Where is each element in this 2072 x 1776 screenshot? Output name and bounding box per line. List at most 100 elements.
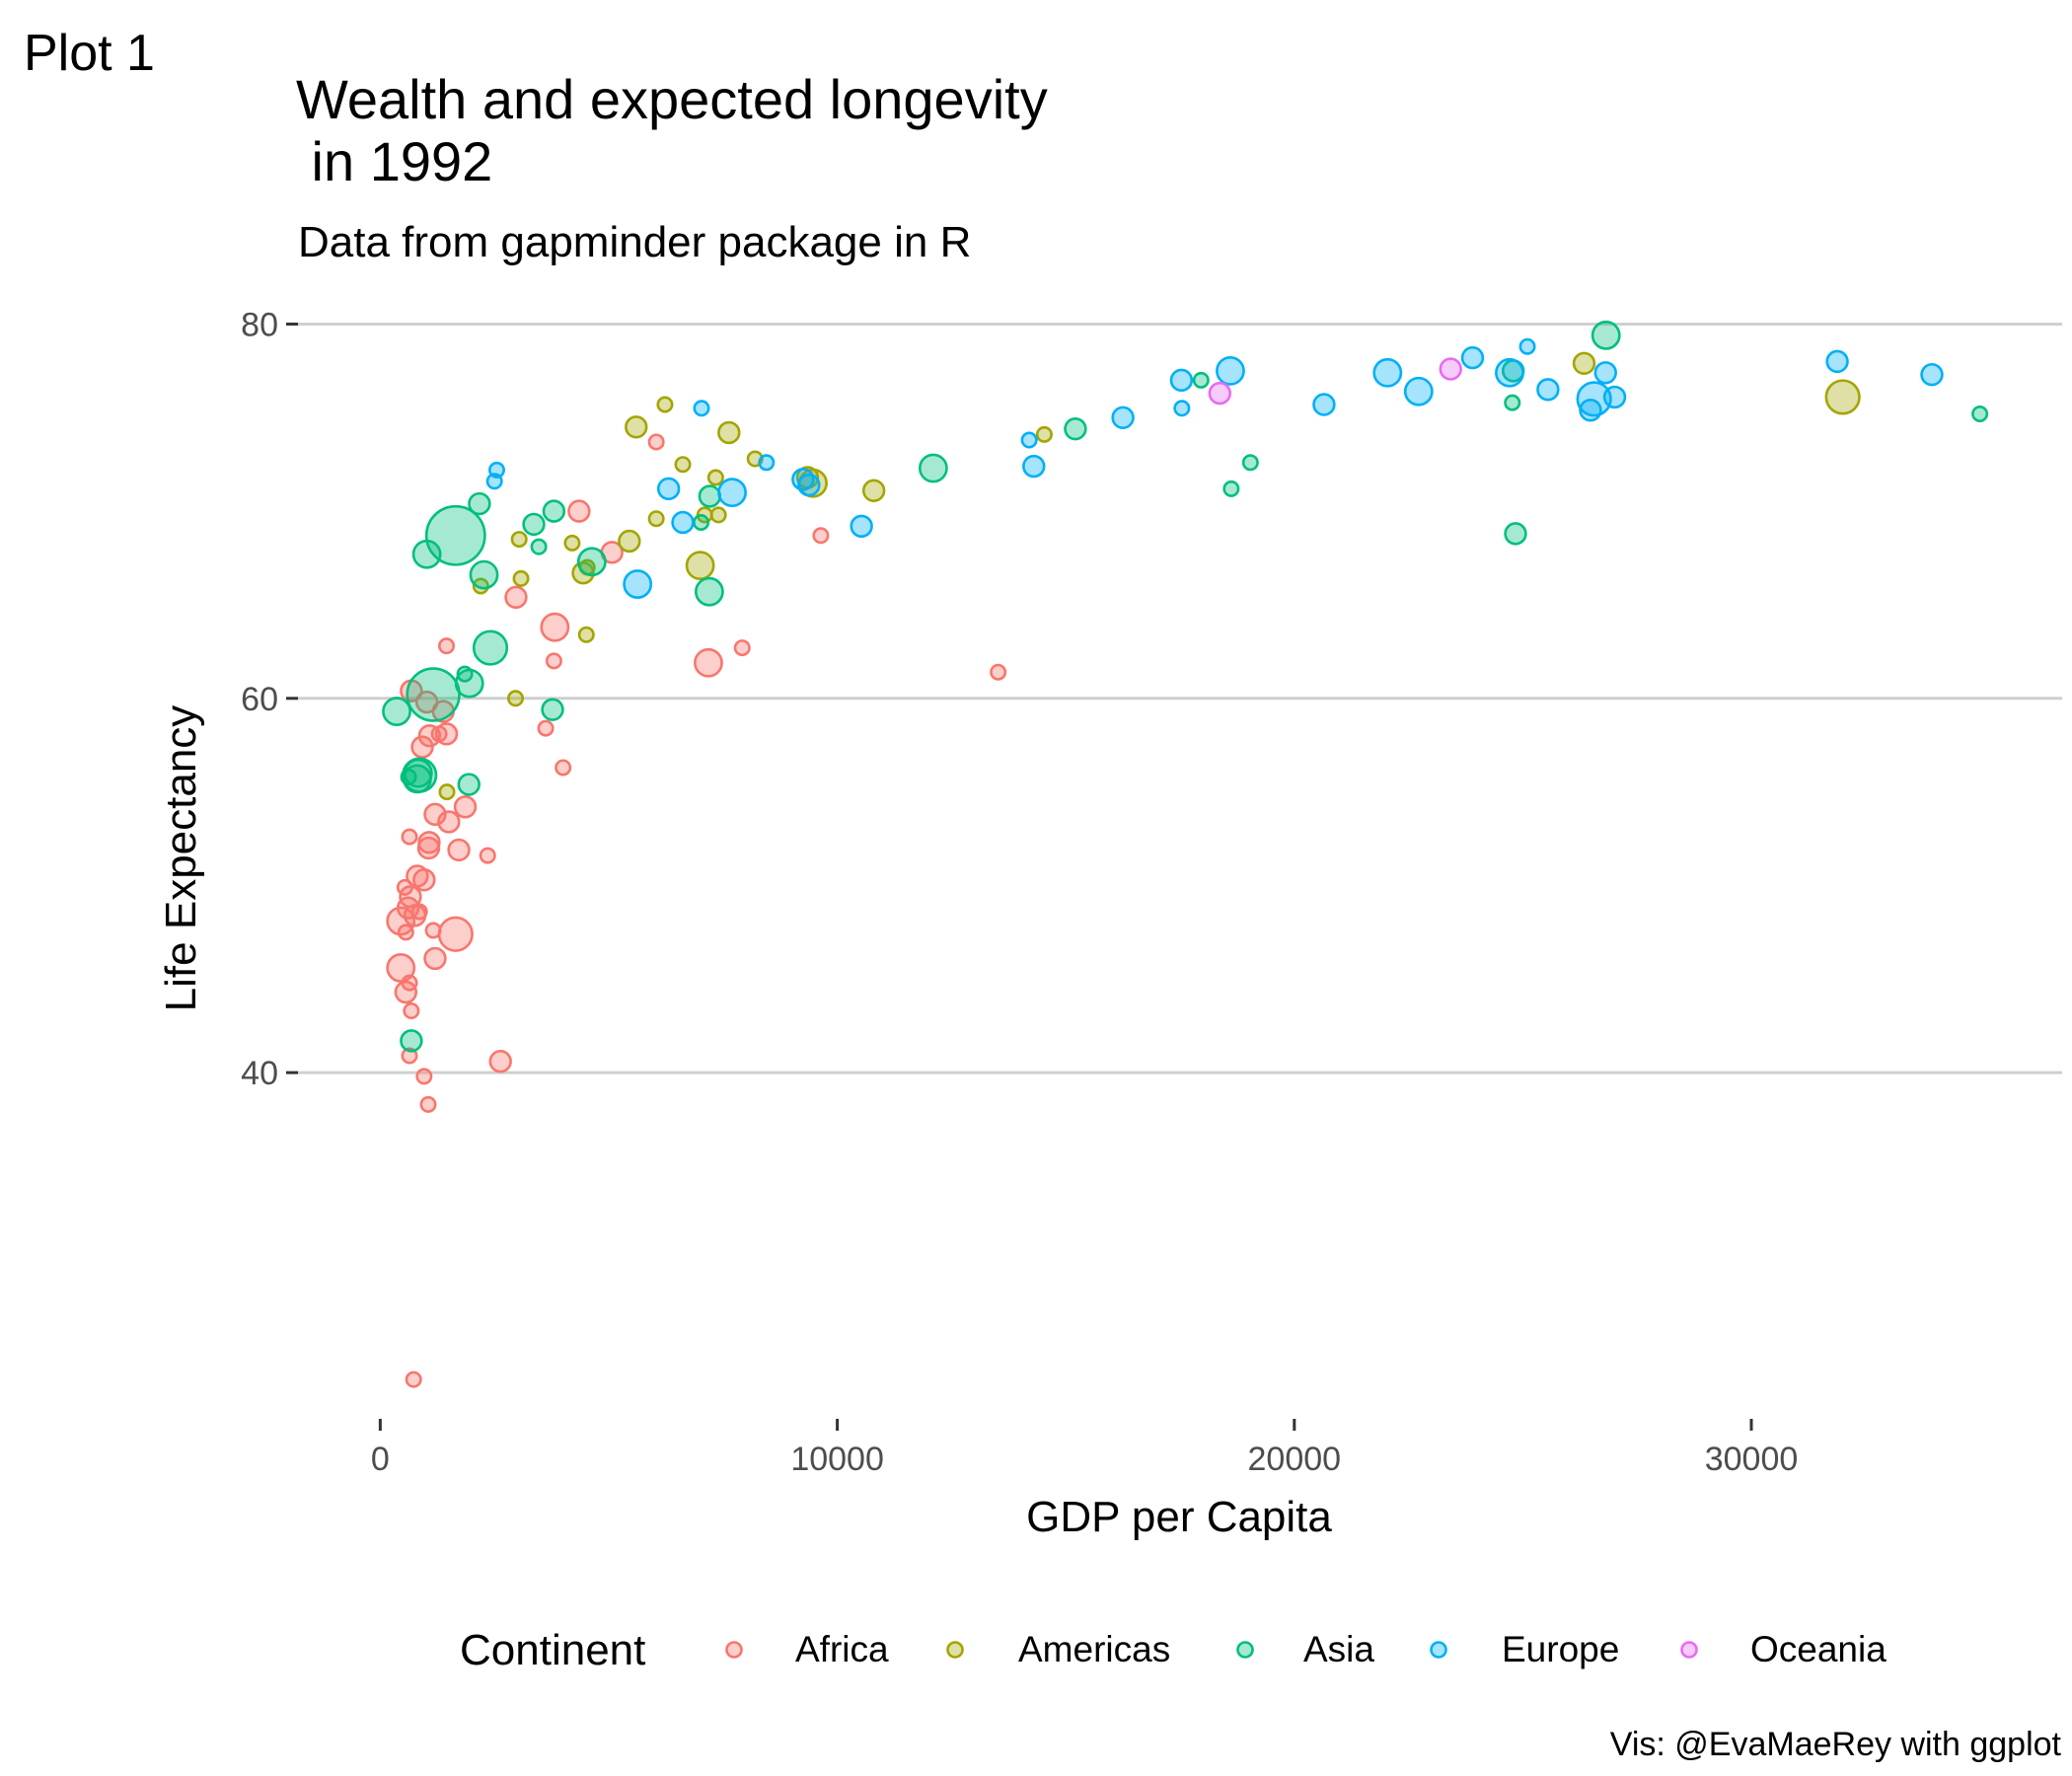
series-asia [382, 320, 1989, 1053]
caption: Vis: @EvaMaeRey with ggplot [1610, 1726, 2062, 1763]
data-point [424, 922, 442, 939]
data-point [706, 469, 724, 486]
data-point [400, 1029, 423, 1053]
data-point [861, 479, 886, 502]
legend-key-asia [1236, 1641, 1254, 1659]
data-point [1971, 405, 1989, 422]
data-point [522, 512, 546, 537]
data-point [401, 1047, 418, 1065]
data-point [990, 663, 1007, 681]
data-point [423, 946, 447, 971]
data-point [709, 506, 727, 524]
data-point [541, 698, 564, 721]
grid-lines [298, 322, 2062, 1074]
data-point [674, 456, 692, 474]
data-point [717, 478, 747, 508]
data-point [1208, 381, 1231, 406]
data-point [447, 838, 471, 862]
data-point [1241, 454, 1259, 472]
data-point [512, 569, 530, 587]
x-tick-label: 30000 [1705, 1441, 1799, 1478]
data-point [430, 725, 448, 743]
data-point [487, 461, 505, 479]
chart-title-line-1: Wealth and expected longevity [296, 68, 1048, 130]
data-point [386, 906, 416, 936]
data-point [567, 499, 591, 523]
data-point [386, 953, 416, 983]
data-point [403, 758, 433, 788]
data-point [1312, 393, 1336, 416]
data-point [1222, 480, 1240, 497]
data-point [437, 810, 461, 834]
data-point [850, 514, 873, 538]
legend-label-europe: Europe [1502, 1629, 1619, 1669]
legend-label-africa: Africa [795, 1629, 889, 1669]
data-point [545, 652, 562, 670]
data-point [1920, 362, 1944, 387]
data-points [382, 320, 1989, 1388]
series-africa [386, 433, 1007, 1388]
data-point [1518, 337, 1536, 355]
data-point [1216, 355, 1245, 386]
data-point [488, 1050, 512, 1073]
data-point [1064, 416, 1087, 441]
data-point [456, 665, 474, 683]
data-point [685, 551, 715, 581]
data-point [537, 719, 555, 737]
data-point [1035, 425, 1053, 443]
data-point [410, 735, 434, 759]
data-point [540, 612, 570, 642]
data-point [405, 1370, 422, 1388]
data-point [1536, 378, 1560, 402]
y-axis-title: Life Expectancy [157, 705, 205, 1012]
data-point [403, 1002, 420, 1020]
data-point [656, 477, 681, 501]
data-point [1022, 454, 1046, 479]
data-point [506, 690, 524, 707]
data-point [1439, 357, 1462, 381]
data-point [414, 690, 439, 714]
data-point [733, 639, 751, 657]
data-point [918, 453, 948, 483]
data-point [399, 885, 422, 909]
series-oceania [1208, 357, 1462, 406]
data-point [1403, 376, 1434, 407]
series-europe [485, 337, 1944, 599]
chart-title: Wealth and expected longevity in 1992 [296, 68, 1063, 192]
data-point [555, 759, 572, 777]
data-point [694, 576, 724, 607]
data-point [656, 396, 674, 413]
legend-label-oceania: Oceania [1750, 1629, 1887, 1669]
legend-key-europe [1430, 1641, 1447, 1659]
legend-label-americas: Americas [1018, 1629, 1170, 1669]
data-point [401, 828, 418, 846]
data-point [542, 499, 566, 523]
legend-title: Continent [460, 1626, 645, 1674]
legend-items: Africa Americas Asia Europe Oceania [725, 1629, 1887, 1669]
data-point [647, 510, 665, 528]
data-point [1572, 351, 1596, 375]
data-point [453, 795, 478, 819]
data-point [698, 484, 722, 508]
data-point [1169, 368, 1194, 393]
x-tick-label: 0 [371, 1441, 390, 1478]
data-point [1602, 385, 1627, 409]
y-tick-label: 80 [241, 306, 278, 343]
data-point [438, 783, 456, 801]
data-point [415, 1068, 433, 1085]
data-point [576, 547, 607, 577]
data-point [406, 667, 461, 722]
data-point [510, 531, 528, 549]
data-point [1824, 379, 1861, 415]
data-point [438, 637, 456, 655]
chart-title-line-2: in 1992 [296, 130, 492, 192]
x-tick-label: 20000 [1248, 1441, 1342, 1478]
data-point [693, 400, 710, 417]
plot-tag: Plot 1 [24, 25, 155, 82]
x-tick-label: 10000 [790, 1441, 884, 1478]
data-point [469, 559, 499, 590]
data-point [400, 768, 417, 785]
legend-label-asia: Asia [1303, 1629, 1374, 1669]
data-point [625, 415, 648, 439]
